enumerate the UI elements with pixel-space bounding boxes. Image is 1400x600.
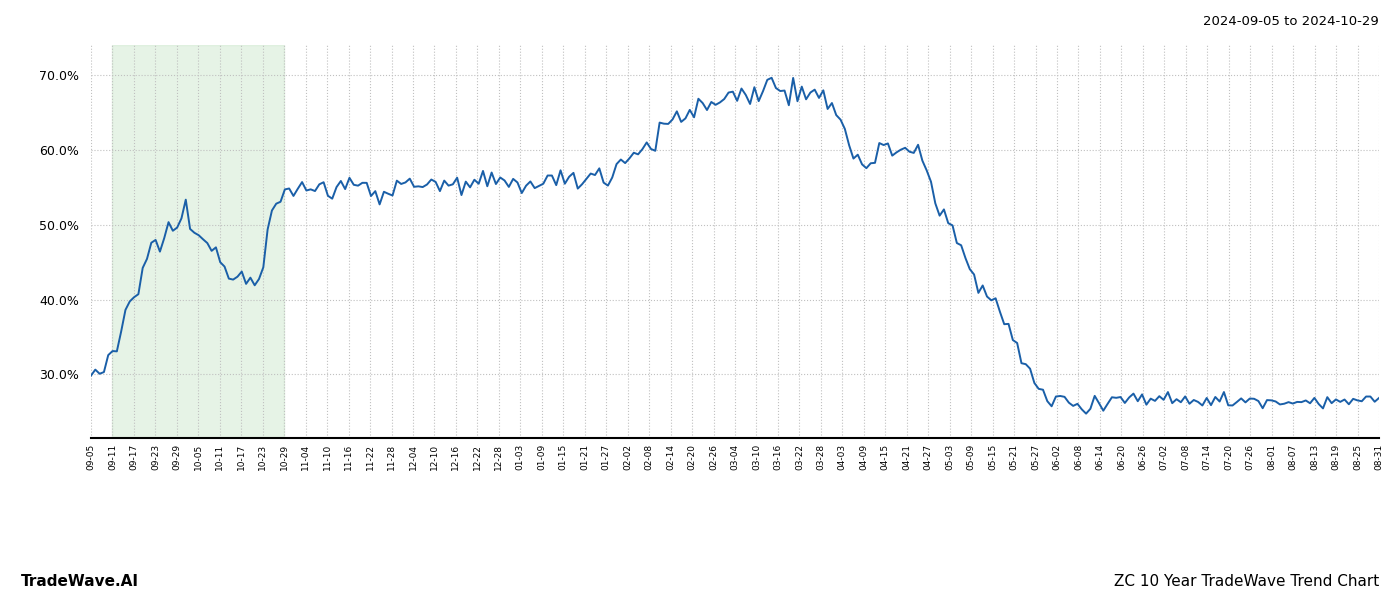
Bar	[112, 45, 284, 438]
Text: TradeWave.AI: TradeWave.AI	[21, 574, 139, 589]
Text: ZC 10 Year TradeWave Trend Chart: ZC 10 Year TradeWave Trend Chart	[1114, 574, 1379, 589]
Text: 2024-09-05 to 2024-10-29: 2024-09-05 to 2024-10-29	[1203, 15, 1379, 28]
